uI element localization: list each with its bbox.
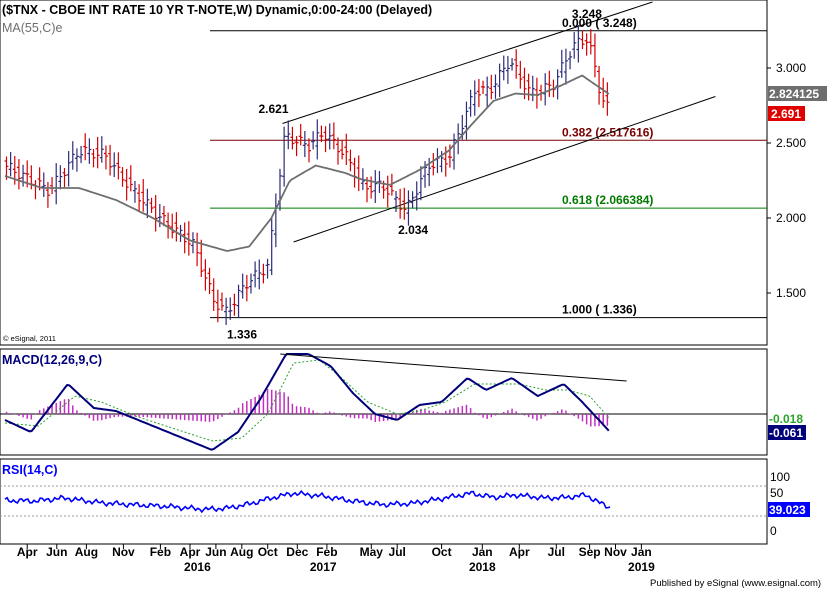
macd-trendline — [280, 353, 627, 382]
price-bars — [4, 25, 610, 325]
price-value-tag — [768, 106, 805, 121]
year-label: 2016 — [184, 560, 211, 574]
rsi-axis: 100 50 0 — [770, 470, 790, 538]
macd-legend: MACD(12,26,9,C) — [2, 353, 102, 367]
month-label: Apr — [17, 545, 38, 559]
month-label: Jul — [548, 545, 565, 559]
month-label: Apr — [509, 545, 530, 559]
rsi-frame — [0, 458, 768, 545]
month-label: Jun — [205, 545, 226, 559]
ma-value-label: 2.824125 — [769, 87, 819, 101]
fib-level-label: 1.000 ( 1.336) — [562, 303, 637, 317]
fibonacci-lines: 0.000 ( 3.248) 0.382 (2.517616) 0.618 (2.0… — [210, 16, 767, 319]
month-label: Nov — [112, 545, 135, 559]
moving-average-line — [4, 74, 610, 252]
month-label: Sep — [579, 545, 601, 559]
fib-level-label: 0.382 (2.517616) — [562, 125, 653, 139]
footer-background — [520, 575, 827, 590]
ma-legend: MA(55,C)e — [2, 21, 62, 35]
month-label: May — [360, 545, 384, 559]
month-label: Oct — [258, 545, 278, 559]
channel-trendlines — [282, 1, 716, 243]
rsi-value-tag — [768, 502, 810, 517]
month-label: Aug — [75, 545, 98, 559]
rsi-legend: RSI(14,C) — [2, 463, 58, 477]
month-label: Nov — [604, 545, 627, 559]
rsi-tick-label: 100 — [770, 470, 790, 484]
price-tick-label: 3.000 — [776, 61, 806, 75]
ma-value-tag — [768, 86, 827, 101]
year-label: 2019 — [628, 560, 655, 574]
rsi-value-label: 39.023 — [769, 503, 806, 517]
month-label: Dec — [286, 545, 308, 559]
year-label: 2017 — [310, 560, 337, 574]
channel-trendline — [293, 96, 716, 243]
copyright-label: © eSignal, 2011 — [3, 334, 56, 343]
macd-value-tag — [768, 425, 806, 440]
price-annotation: 2.621 — [259, 102, 289, 116]
month-label: Apr — [180, 545, 201, 559]
price-annotations: 2.621 3.248 2.034 1.336 — [227, 7, 602, 342]
time-axis: Apr Jun Aug Nov Feb Apr Jun Aug Oct Dec Feb May Jul O… — [17, 544, 655, 574]
footer-credit: Published by eSignal (www.esignal.com) — [650, 578, 821, 589]
channel-trendline — [282, 1, 653, 124]
price-annotation: 3.248 — [572, 7, 602, 21]
month-label: Jun — [46, 545, 67, 559]
rsi-panel: 100 50 0 RSI(14,C) 39.023 — [0, 458, 810, 545]
signal-value-tag — [768, 411, 806, 426]
price-panel: 0.000 ( 3.248) 0.382 (2.517616) 0.618 (2.0… — [0, 0, 827, 346]
macd-frame — [0, 348, 768, 456]
price-tick-label: 2.000 — [776, 211, 806, 225]
price-tick-label: 2.500 — [776, 136, 806, 150]
month-label: Oct — [432, 545, 452, 559]
month-label: Jan — [472, 545, 493, 559]
year-label: 2018 — [469, 560, 496, 574]
macd-value-label: -0.061 — [769, 426, 803, 440]
price-annotation: 1.336 — [227, 328, 257, 342]
month-label: Aug — [230, 545, 253, 559]
fib-level-label: 0.618 (2.066384) — [562, 193, 653, 207]
price-annotation: 2.034 — [398, 223, 428, 237]
rsi-tick-label: 0 — [770, 524, 777, 538]
macd-histogram — [5, 389, 609, 427]
price-tick-label: 1.500 — [776, 286, 806, 300]
price-value-label: 2.691 — [771, 107, 801, 121]
month-label: Jul — [389, 545, 406, 559]
month-label: Jan — [631, 545, 652, 559]
rsi-line — [4, 489, 611, 514]
chart-title: ($TNX - CBOE INT RATE 10 YR T-NOTE,W) Dy… — [2, 3, 432, 17]
macd-panel: MACD(12,26,9,C) -0.018 -0.061 — [0, 348, 806, 456]
macd-line — [4, 353, 610, 451]
fib-level-label: 0.000 ( 3.248) — [562, 16, 637, 30]
price-frame — [0, 0, 768, 346]
month-label: Feb — [316, 545, 337, 559]
macd-signal-line — [4, 359, 610, 442]
month-label: Feb — [150, 545, 171, 559]
signal-value-label: -0.018 — [769, 412, 803, 426]
rsi-tick-label: 50 — [770, 486, 784, 500]
price-axis: 3.000 2.500 2.000 1.500 — [767, 61, 806, 300]
